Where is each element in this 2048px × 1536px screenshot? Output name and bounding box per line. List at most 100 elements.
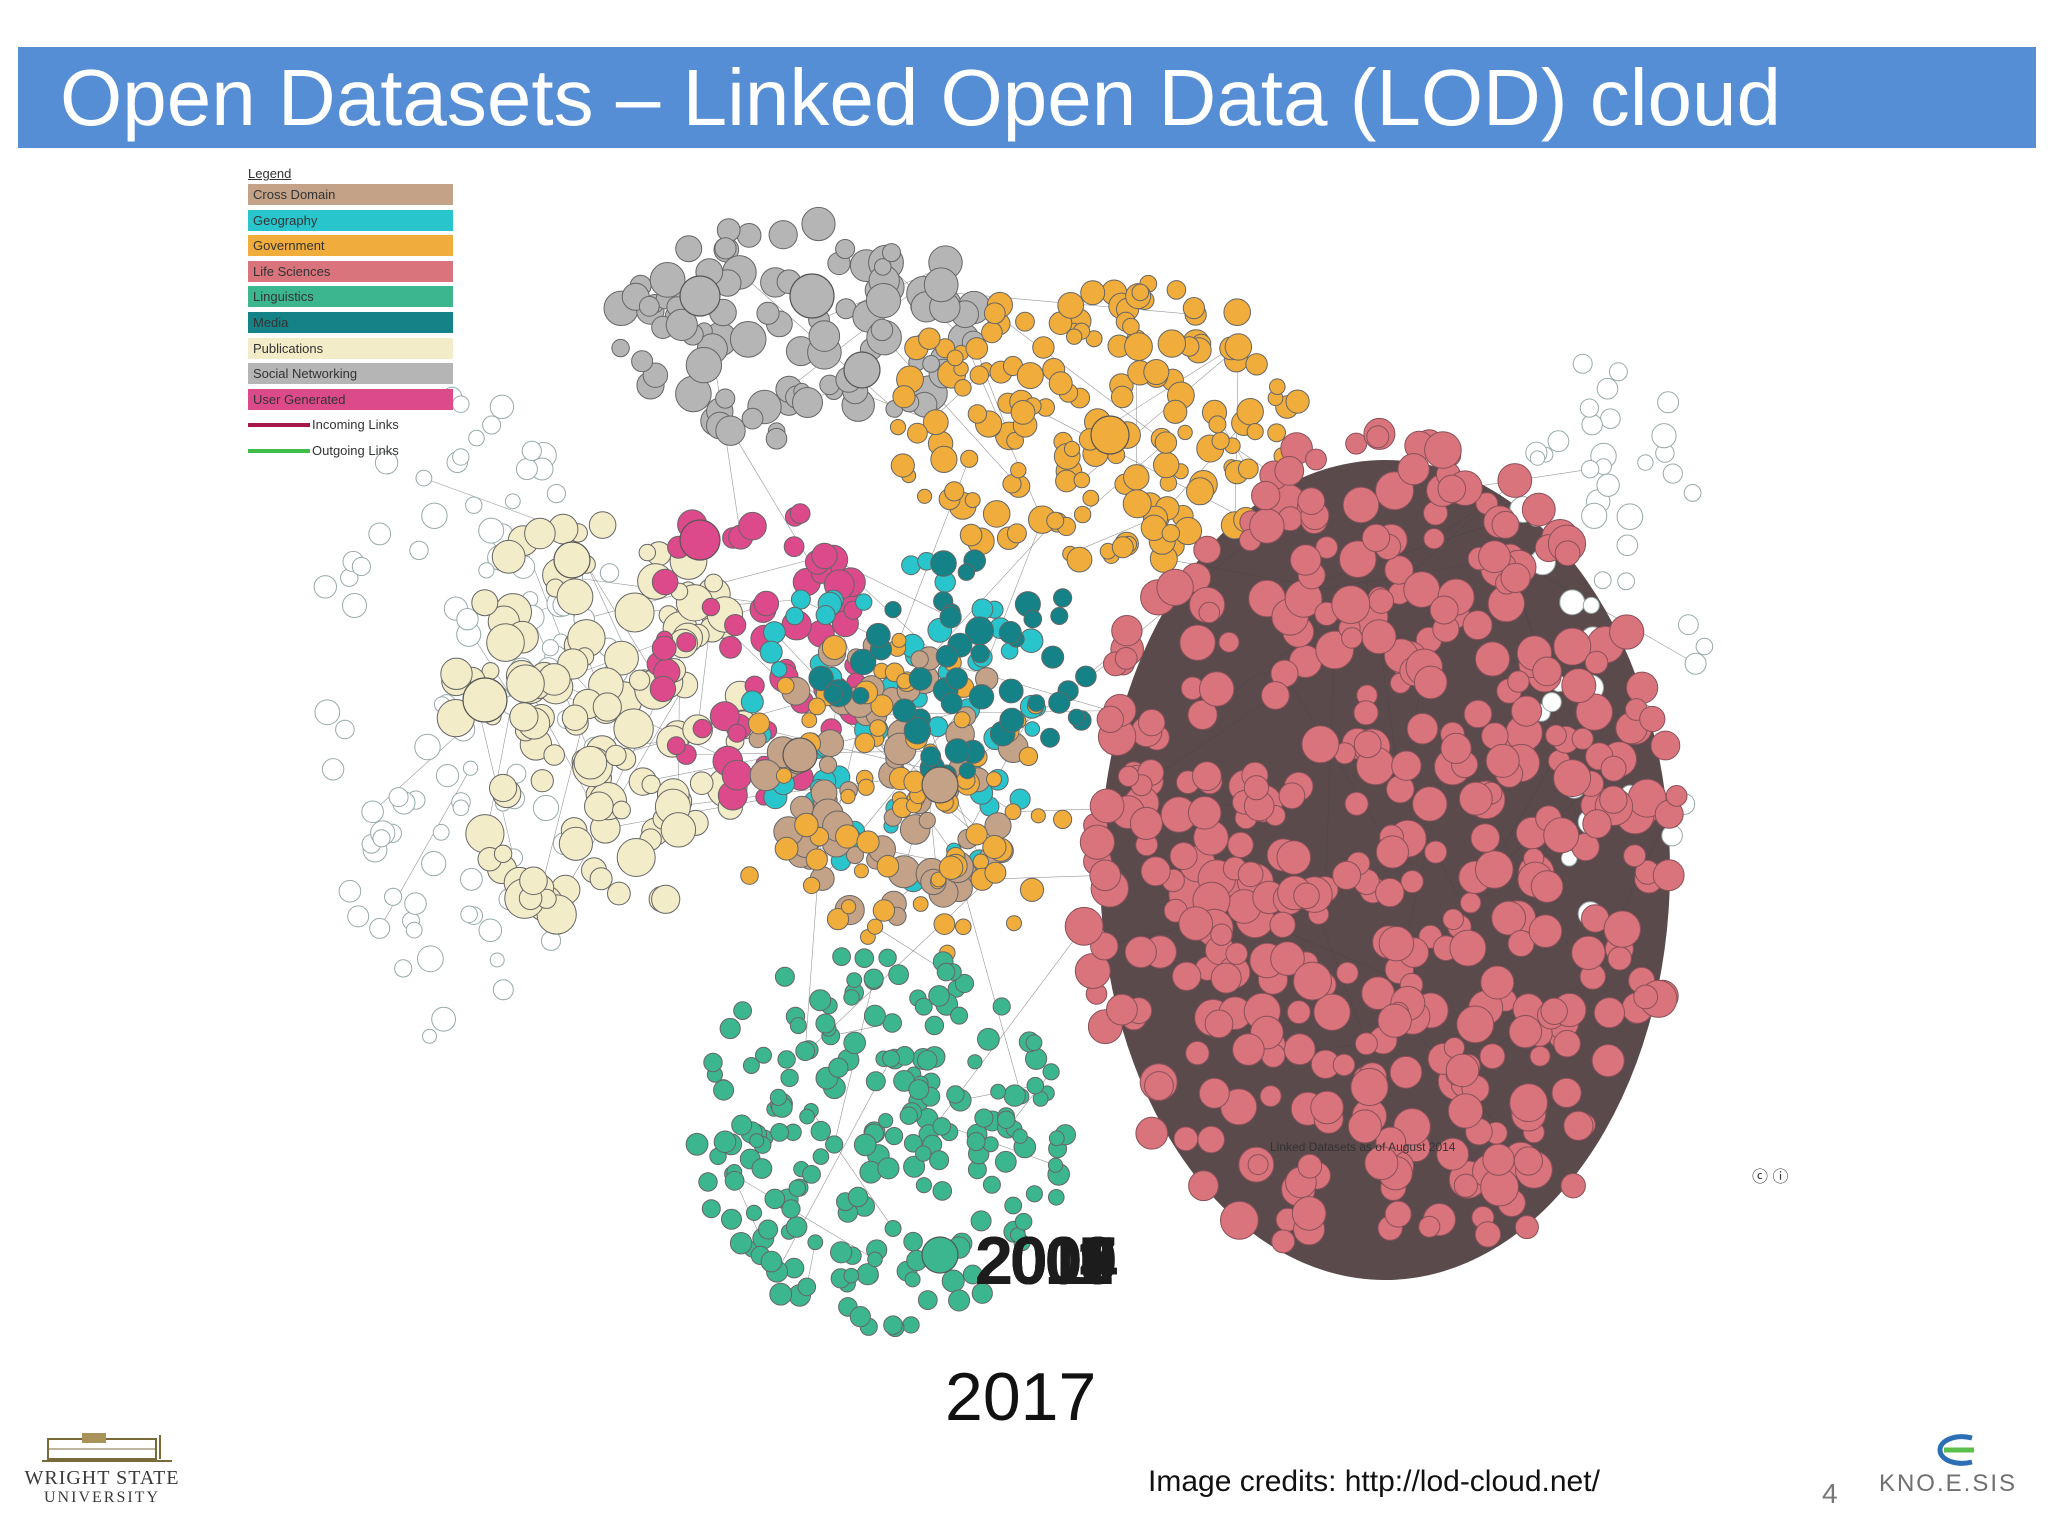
dataset-node xyxy=(1361,523,1391,553)
dataset-node xyxy=(918,327,941,350)
dataset-node xyxy=(1042,1063,1060,1081)
dataset-node xyxy=(753,590,780,617)
dataset-node xyxy=(1593,997,1626,1029)
dataset-node xyxy=(1225,942,1248,966)
dataset-node xyxy=(719,635,742,659)
dataset-node xyxy=(361,800,384,824)
dataset-node xyxy=(641,774,661,795)
dataset-node xyxy=(945,667,968,690)
dataset-node xyxy=(930,445,958,473)
dataset-node xyxy=(1066,328,1083,345)
dataset-node xyxy=(1048,691,1071,714)
dataset-node xyxy=(489,394,515,419)
dataset-node xyxy=(1657,391,1680,414)
dataset-node xyxy=(799,1108,815,1125)
dataset-node xyxy=(1057,292,1085,319)
dataset-node xyxy=(1210,962,1242,994)
dataset-node xyxy=(313,575,337,599)
dataset-node xyxy=(638,295,660,317)
dataset-node xyxy=(867,918,884,935)
dataset-node xyxy=(1073,471,1091,489)
dataset-node xyxy=(805,848,828,871)
dataset-node xyxy=(1026,1076,1045,1095)
dataset-node xyxy=(388,787,409,808)
dataset-node xyxy=(1397,453,1430,486)
dataset-node xyxy=(884,1220,902,1237)
dataset-node xyxy=(651,635,677,661)
dataset-node xyxy=(1111,536,1134,559)
page-number: 4 xyxy=(1822,1478,1838,1509)
dataset-node xyxy=(1480,965,1515,1000)
dataset-node xyxy=(1529,1045,1551,1067)
dataset-node xyxy=(465,496,483,514)
dataset-node xyxy=(1016,362,1044,390)
dataset-node xyxy=(828,1057,849,1078)
dataset-node xyxy=(1683,484,1702,502)
dataset-node xyxy=(629,669,651,691)
dataset-node xyxy=(607,881,631,906)
dataset-node xyxy=(1187,796,1222,830)
dataset-node xyxy=(964,492,981,509)
dataset-node xyxy=(801,712,818,729)
dataset-node xyxy=(1073,505,1092,524)
link-line xyxy=(957,866,1022,1097)
dataset-node xyxy=(1197,1125,1225,1154)
dataset-node xyxy=(736,223,762,248)
dataset-node xyxy=(431,1006,457,1032)
dataset-node xyxy=(1236,398,1264,426)
dataset-node xyxy=(1581,414,1603,436)
dataset-node xyxy=(1291,1196,1327,1231)
dataset-node xyxy=(740,866,759,885)
dataset-node xyxy=(351,556,371,577)
dataset-node xyxy=(853,863,869,879)
dataset-node xyxy=(1075,665,1097,688)
dataset-node xyxy=(758,1219,779,1240)
dataset-node xyxy=(584,791,614,822)
dataset-node xyxy=(1345,432,1368,455)
dataset-node xyxy=(1341,627,1363,649)
hub-node xyxy=(843,351,881,389)
dataset-node xyxy=(917,1050,938,1071)
dataset-node xyxy=(970,643,990,664)
dataset-node xyxy=(524,517,556,550)
dataset-node xyxy=(867,1251,883,1268)
dataset-node xyxy=(1447,1093,1484,1129)
dataset-node xyxy=(422,1028,437,1044)
dataset-node xyxy=(1310,1090,1344,1125)
dataset-node xyxy=(432,823,450,841)
dataset-node xyxy=(1243,775,1270,801)
dataset-node xyxy=(1429,595,1459,625)
link-line xyxy=(883,337,1019,487)
legend-item: User Generated xyxy=(248,388,453,410)
dataset-node xyxy=(999,707,1025,733)
dataset-node xyxy=(689,771,714,796)
dataset-node xyxy=(855,593,873,611)
dataset-node xyxy=(1267,423,1286,443)
dataset-node xyxy=(709,701,740,732)
dataset-node xyxy=(908,667,933,691)
dataset-node xyxy=(983,302,1006,325)
dataset-node xyxy=(1187,699,1218,731)
dataset-node xyxy=(731,1114,753,1136)
dataset-node xyxy=(1269,911,1296,938)
dataset-node xyxy=(1048,1189,1065,1206)
dataset-node xyxy=(944,481,965,502)
dataset-node xyxy=(851,687,870,705)
dataset-node xyxy=(1283,1033,1316,1066)
dataset-node xyxy=(1293,882,1320,910)
dataset-node xyxy=(651,568,679,596)
dataset-node xyxy=(384,887,403,906)
dataset-node xyxy=(936,962,956,982)
dataset-node xyxy=(1276,840,1312,875)
dataset-node xyxy=(1251,480,1281,511)
dataset-node xyxy=(874,258,892,276)
dataset-node xyxy=(616,838,656,877)
dataset-node xyxy=(811,542,838,570)
dataset-node xyxy=(857,778,875,796)
dataset-node xyxy=(1581,502,1608,529)
dataset-node xyxy=(959,523,983,547)
dataset-node xyxy=(1122,317,1140,336)
dataset-node xyxy=(1079,824,1116,860)
dataset-node xyxy=(491,539,526,574)
dataset-node xyxy=(404,892,427,915)
